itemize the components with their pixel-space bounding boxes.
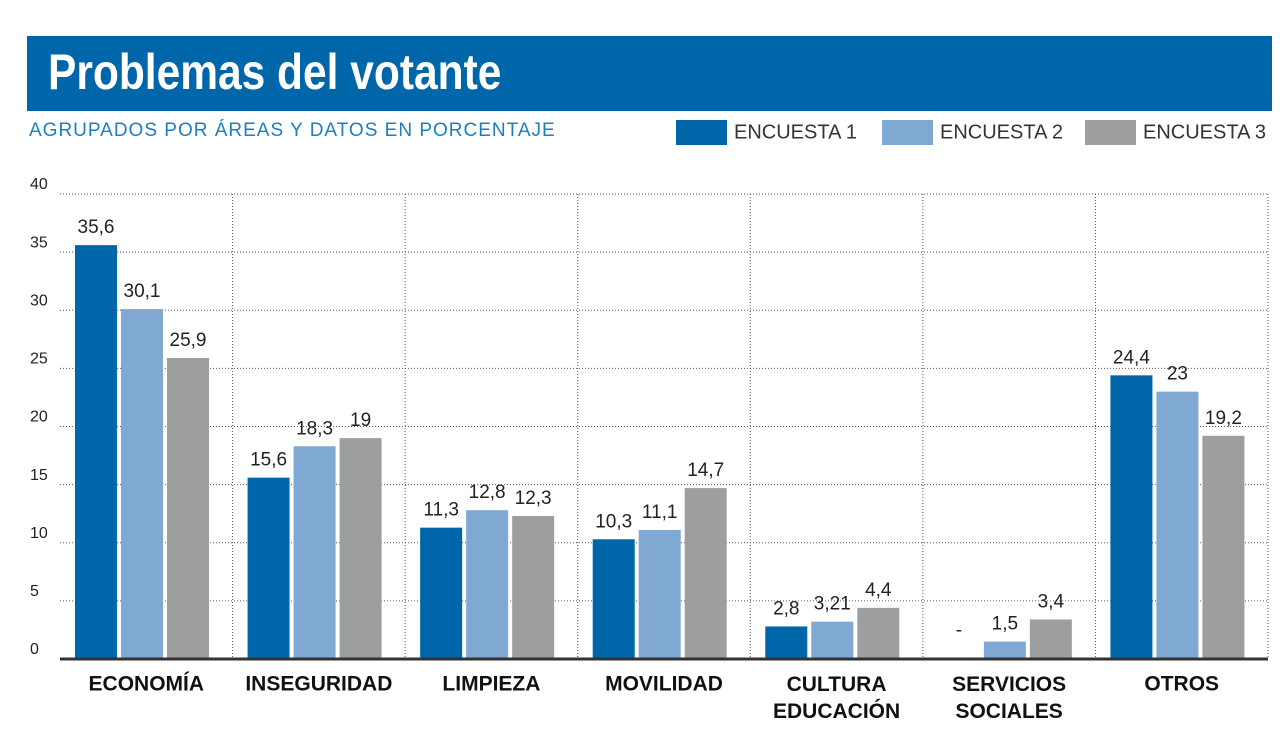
x-tick-label: SERVICIOS SOCIALES xyxy=(952,673,1066,723)
legend-swatch xyxy=(1085,120,1136,145)
bar xyxy=(857,607,900,659)
value-label: 19,2 xyxy=(1205,408,1242,429)
legend-label: ENCUESTA 3 xyxy=(1143,121,1266,143)
value-label: 23 xyxy=(1167,364,1188,385)
bar xyxy=(1156,391,1199,659)
bar xyxy=(512,516,555,659)
value-label: 18,3 xyxy=(296,418,333,439)
bar xyxy=(247,477,290,659)
value-label: 12,3 xyxy=(515,488,552,509)
x-tick-label: INSEGURIDAD xyxy=(245,673,392,696)
bar xyxy=(765,626,808,659)
legend-swatch xyxy=(882,120,933,145)
y-tick-label: 0 xyxy=(30,641,39,658)
bar xyxy=(121,309,163,659)
value-label: 3,4 xyxy=(1038,591,1065,612)
bar xyxy=(167,357,209,659)
value-label: 25,9 xyxy=(170,330,207,351)
value-label: 12,8 xyxy=(469,482,506,503)
bar xyxy=(684,488,727,659)
bar xyxy=(75,245,117,659)
legend-swatch xyxy=(676,120,727,145)
value-label: 10,3 xyxy=(595,511,632,532)
x-tick-label: OTROS xyxy=(1144,673,1219,696)
bar xyxy=(420,527,463,659)
bar xyxy=(466,510,509,659)
y-tick-label: 20 xyxy=(30,409,48,426)
legend-label: ENCUESTA 2 xyxy=(940,121,1063,143)
bar xyxy=(1110,375,1153,659)
y-tick-label: 25 xyxy=(30,351,48,368)
bar xyxy=(983,641,1026,659)
value-label: 2,8 xyxy=(773,598,799,619)
bar xyxy=(592,539,635,659)
bar xyxy=(1202,435,1245,659)
value-label: 19 xyxy=(350,410,371,431)
value-label: 11,3 xyxy=(423,500,459,521)
x-tick-label: ECONOMÍA xyxy=(89,673,205,696)
x-tick-label: MOVILIDAD xyxy=(605,673,723,696)
title-banner xyxy=(27,36,1272,111)
bar xyxy=(293,446,336,659)
value-label: - xyxy=(956,620,962,641)
chart-title: Problemas del votante xyxy=(48,44,501,100)
value-label: 11,1 xyxy=(642,502,678,523)
legend-label: ENCUESTA 1 xyxy=(734,121,857,143)
x-tick-label: CULTURA EDUCACIÓN xyxy=(773,673,900,723)
value-label: 35,6 xyxy=(78,217,115,238)
value-label: 1,5 xyxy=(992,614,1018,635)
y-tick-label: 5 xyxy=(30,583,39,600)
x-tick-label: LIMPIEZA xyxy=(442,673,540,696)
y-tick-label: 10 xyxy=(30,525,48,542)
value-label: 3,21 xyxy=(814,594,851,615)
bar xyxy=(339,438,382,659)
y-tick-label: 35 xyxy=(30,234,48,251)
y-tick-label: 40 xyxy=(30,176,48,193)
y-tick-label: 15 xyxy=(30,467,48,484)
value-label: 14,7 xyxy=(687,460,724,481)
value-label: 4,4 xyxy=(865,580,892,601)
bar xyxy=(638,529,681,659)
value-label: 24,4 xyxy=(1113,347,1150,368)
subtitle: AGRUPADOS POR ÁREAS Y DATOS EN PORCENTAJ… xyxy=(29,120,556,141)
value-label: 15,6 xyxy=(250,450,287,471)
y-tick-label: 30 xyxy=(30,292,48,309)
bar xyxy=(811,621,854,659)
bar xyxy=(1029,619,1072,659)
value-label: 30,1 xyxy=(124,281,161,302)
